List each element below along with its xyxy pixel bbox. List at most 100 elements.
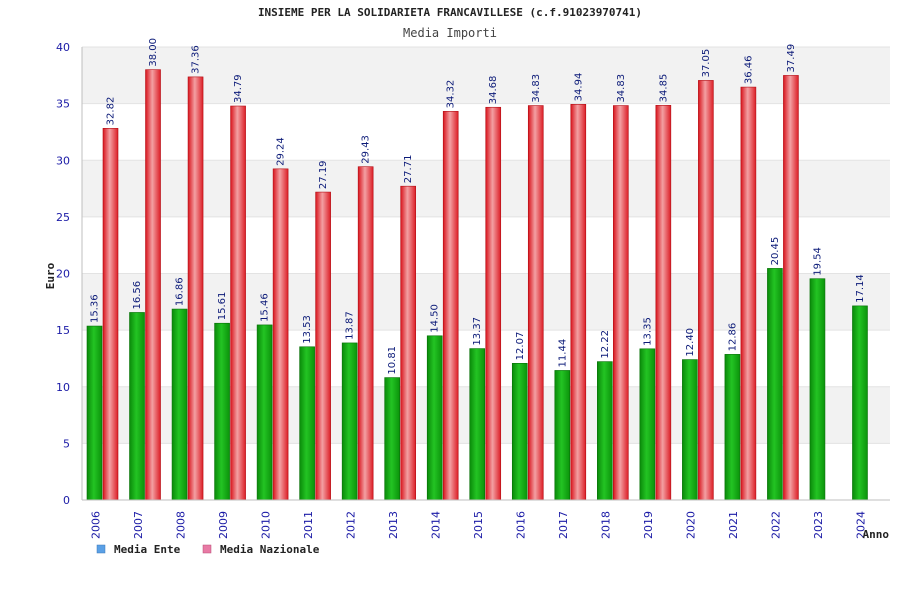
x-tick-label: 2023 xyxy=(812,511,825,539)
bar-media-nazionale xyxy=(272,168,289,501)
bar-media-nazionale xyxy=(315,191,331,501)
bar-media-ente xyxy=(724,354,741,501)
data-label: 14.50 xyxy=(430,304,441,333)
bar-media-nazionale xyxy=(145,69,161,501)
bar-media-ente xyxy=(299,346,315,501)
y-tick-label: 25 xyxy=(56,211,70,224)
chart-title: INSIEME PER LA SOLIDARIETA FRANCAVILLESE… xyxy=(258,6,642,19)
x-tick-label: 2013 xyxy=(387,511,400,539)
legend-item-media-ente[interactable]: Media Ente xyxy=(96,543,181,556)
data-label: 34.83 xyxy=(616,74,627,103)
x-tick-label: 2024 xyxy=(855,511,868,539)
legend-label-media-ente: Media Ente xyxy=(114,543,181,556)
data-label: 12.40 xyxy=(685,328,696,357)
data-label: 16.86 xyxy=(175,277,186,306)
bar-media-ente xyxy=(384,377,400,501)
x-tick-label: 2010 xyxy=(259,511,272,539)
bar-media-nazionale xyxy=(187,76,204,501)
bar-media-nazionale xyxy=(783,75,799,501)
data-label: 27.19 xyxy=(318,160,329,189)
data-label: 34.83 xyxy=(531,74,542,103)
data-label: 37.49 xyxy=(786,44,797,73)
y-tick-label: 35 xyxy=(56,98,70,111)
data-label: 12.07 xyxy=(515,332,526,361)
x-tick-label: 2015 xyxy=(472,511,485,539)
data-labels: 15.36 16.56 16.86 15.61 15.46 13.53 13.87 10.81… xyxy=(90,38,866,375)
bar-media-ente xyxy=(129,312,145,501)
bar-media-nazionale xyxy=(230,105,246,501)
y-tick-label: 5 xyxy=(63,437,70,450)
legend-item-media-nazionale[interactable]: Media Nazionale xyxy=(202,543,320,556)
x-axis-ticks: 2006 2007 2008 2009 2010 2011 2012 2013 2014 2015… xyxy=(89,511,867,539)
data-label: 13.53 xyxy=(302,315,313,344)
x-tick-label: 2020 xyxy=(685,511,698,539)
x-axis-label: Anno xyxy=(863,528,890,541)
bar-media-nazionale xyxy=(698,80,714,501)
x-tick-label: 2021 xyxy=(727,511,740,539)
x-tick-label: 2016 xyxy=(515,511,528,539)
x-tick-label: 2019 xyxy=(642,511,655,539)
data-label: 34.85 xyxy=(658,74,669,103)
bar-media-nazionale xyxy=(527,105,544,501)
data-label: 37.05 xyxy=(701,49,712,78)
data-label: 16.56 xyxy=(132,281,143,310)
bar-media-ente xyxy=(767,268,783,501)
legend: Media Ente Media Nazionale xyxy=(96,543,320,556)
data-label: 12.22 xyxy=(600,330,611,359)
bar-media-nazionale xyxy=(655,105,672,501)
data-label: 13.87 xyxy=(345,311,356,340)
x-tick-label: 2022 xyxy=(770,511,783,539)
bar-media-nazionale xyxy=(102,128,119,501)
bar-media-nazionale xyxy=(740,86,757,501)
bar-media-nazionale xyxy=(442,111,459,501)
data-label: 15.61 xyxy=(217,292,228,321)
bar-media-ente xyxy=(639,348,656,501)
data-label: 17.14 xyxy=(855,274,866,303)
bar-media-ente xyxy=(597,361,613,501)
x-tick-label: 2012 xyxy=(344,511,357,539)
x-tick-label: 2011 xyxy=(302,511,315,539)
y-axis-ticks: 0 5 10 15 20 25 30 35 40 xyxy=(56,41,70,507)
bar-media-nazionale xyxy=(400,185,416,501)
bar-media-ente xyxy=(809,278,826,501)
bar-media-ente xyxy=(86,325,103,501)
x-tick-label: 2006 xyxy=(89,511,102,539)
data-label: 20.45 xyxy=(770,237,781,266)
x-tick-label: 2007 xyxy=(132,511,145,539)
data-label: 13.37 xyxy=(472,317,483,346)
x-tick-label: 2009 xyxy=(217,511,230,539)
y-tick-label: 30 xyxy=(56,154,70,167)
bar-media-nazionale xyxy=(613,105,629,501)
bar-media-ente xyxy=(256,324,273,501)
data-label: 13.35 xyxy=(642,317,653,346)
legend-swatch-media-ente xyxy=(96,544,106,554)
y-axis-label: Euro xyxy=(44,262,57,289)
legend-swatch-media-nazionale xyxy=(202,544,212,554)
y-tick-label: 40 xyxy=(56,41,70,54)
y-tick-label: 15 xyxy=(56,324,70,337)
data-label: 34.32 xyxy=(446,80,457,109)
bar-media-ente xyxy=(511,363,528,501)
data-label: 34.79 xyxy=(233,74,244,103)
data-label: 11.44 xyxy=(557,339,568,368)
x-tick-label: 2018 xyxy=(600,511,613,539)
data-label: 15.46 xyxy=(260,293,271,322)
data-label: 32.82 xyxy=(106,97,117,126)
y-tick-label: 20 xyxy=(56,268,70,281)
bar-media-nazionale xyxy=(485,106,502,501)
bar-media-nazionale xyxy=(357,166,374,501)
chart-subtitle: Media Importi xyxy=(403,26,497,40)
bar-media-ente xyxy=(214,322,230,501)
data-label: 34.94 xyxy=(573,73,584,102)
bar-media-ente xyxy=(554,370,571,501)
data-label: 36.46 xyxy=(743,55,754,84)
bar-media-ente xyxy=(469,348,486,501)
bar-media-ente xyxy=(852,305,868,501)
data-label: 27.71 xyxy=(403,155,414,184)
x-tick-label: 2008 xyxy=(174,511,187,539)
data-label: 38.00 xyxy=(148,38,159,67)
bar-media-ente xyxy=(341,342,358,501)
data-label: 10.81 xyxy=(387,346,398,375)
data-label: 29.43 xyxy=(361,135,372,164)
bar-media-ente xyxy=(682,359,698,501)
